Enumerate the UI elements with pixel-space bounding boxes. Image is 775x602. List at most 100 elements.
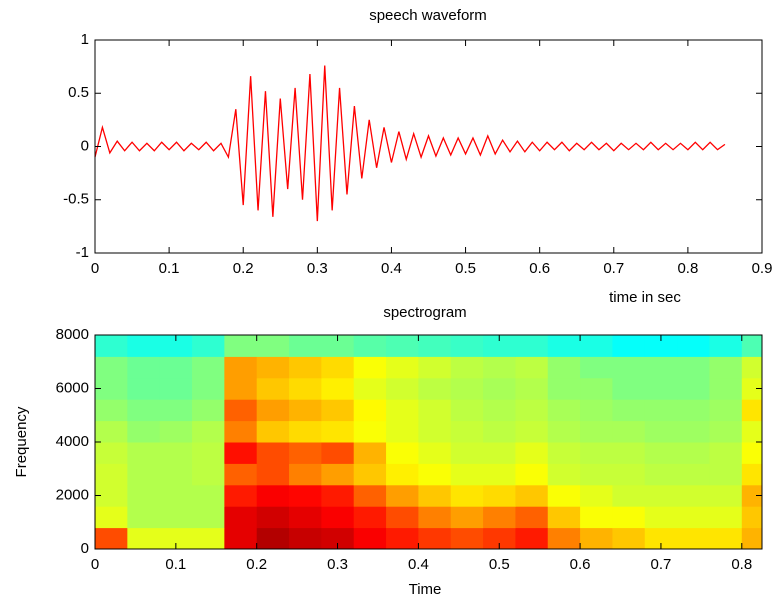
heatmap-cell	[127, 420, 161, 443]
heatmap-cell	[644, 484, 678, 507]
heatmap-cell	[224, 356, 258, 379]
heatmap-cell	[159, 463, 193, 486]
heatmap-cell	[289, 335, 322, 357]
heatmap-cell	[580, 377, 613, 400]
heatmap-cell	[321, 463, 355, 486]
x-tick-label: 0.5	[455, 260, 476, 277]
heatmap-cell	[580, 442, 613, 464]
heatmap-cell	[256, 356, 290, 379]
heatmap-cell	[483, 335, 516, 357]
heatmap-cell	[677, 463, 710, 486]
heatmap-cell	[224, 377, 258, 400]
heatmap-cell	[677, 399, 710, 422]
heatmap-cell	[289, 506, 322, 529]
heatmap-cell	[192, 377, 225, 400]
heatmap-cell	[127, 377, 161, 400]
x-tick-label: 0	[91, 556, 99, 573]
heatmap-cell	[677, 377, 710, 400]
heatmap-cell	[418, 399, 452, 422]
x-axis-label: time in sec	[609, 289, 681, 306]
heatmap-cell	[709, 399, 743, 422]
heatmap-cell	[418, 484, 452, 507]
heatmap-cell	[386, 356, 419, 379]
heatmap-cell	[483, 420, 516, 443]
x-tick-label: 0.1	[165, 556, 186, 573]
chart-title: spectrogram	[383, 304, 466, 321]
heatmap-cell	[547, 399, 581, 422]
heatmap-cell	[224, 335, 258, 357]
heatmap-cell	[547, 356, 581, 379]
heatmap-cell	[450, 527, 484, 550]
heatmap-cell	[386, 420, 419, 443]
heatmap-cell	[515, 399, 549, 422]
heatmap-cell	[127, 484, 161, 507]
heatmap-cell	[95, 420, 128, 443]
heatmap-cell	[612, 463, 646, 486]
heatmap-cell	[612, 377, 646, 400]
heatmap-cell	[386, 463, 419, 486]
x-tick-label: 0.7	[651, 556, 672, 573]
heatmap-cell	[547, 527, 581, 550]
heatmap-cell	[127, 356, 161, 379]
heatmap-cell	[450, 442, 484, 464]
heatmap-cell	[644, 335, 678, 357]
heatmap-cell	[192, 484, 225, 507]
heatmap-cell	[353, 377, 387, 400]
y-tick-label: 6000	[56, 379, 89, 396]
x-tick-label: 0.2	[246, 556, 267, 573]
heatmap-cell	[709, 377, 743, 400]
heatmap-cell	[321, 356, 355, 379]
heatmap-cell	[547, 335, 581, 357]
heatmap-cell	[418, 442, 452, 464]
heatmap-cell	[256, 420, 290, 443]
heatmap-cell	[353, 356, 387, 379]
heatmap-cell	[192, 356, 225, 379]
heatmap-cell	[353, 527, 387, 550]
heatmap-cell	[515, 420, 549, 443]
heatmap-cell	[547, 506, 581, 529]
heatmap-cell	[580, 356, 613, 379]
y-tick-label: -1	[76, 244, 89, 261]
heatmap-cell	[127, 335, 161, 357]
x-tick-label: 0.8	[677, 260, 698, 277]
heatmap-cell	[95, 442, 128, 464]
heatmap-cell	[450, 506, 484, 529]
x-tick-label: 0.9	[752, 260, 773, 277]
heatmap-cell	[321, 484, 355, 507]
heatmap-cell	[289, 527, 322, 550]
heatmap-cell	[644, 527, 678, 550]
heatmap-cell	[159, 420, 193, 443]
x-tick-label: 0.6	[570, 556, 591, 573]
heatmap-cell	[224, 463, 258, 486]
heatmap-cell	[612, 420, 646, 443]
y-tick-label: 1	[81, 31, 89, 48]
x-tick-label: 0.7	[603, 260, 624, 277]
heatmap-cell	[353, 506, 387, 529]
heatmap-cell	[580, 335, 613, 357]
heatmap-cell	[289, 356, 322, 379]
heatmap-cell	[256, 442, 290, 464]
waveform-line	[94, 65, 726, 222]
heatmap-cell	[644, 463, 678, 486]
x-tick-label: 0.4	[408, 556, 429, 573]
heatmap-cell	[192, 399, 225, 422]
heatmap-cell	[192, 506, 225, 529]
y-tick-label: 4000	[56, 433, 89, 450]
heatmap-cell	[386, 377, 419, 400]
heatmap-cell	[515, 506, 549, 529]
heatmap-cell	[353, 484, 387, 507]
heatmap-cell	[612, 335, 646, 357]
heatmap-cell	[644, 356, 678, 379]
heatmap-cell	[612, 506, 646, 529]
heatmap-cell	[450, 463, 484, 486]
heatmap-cell	[95, 377, 128, 400]
heatmap-cell	[515, 463, 549, 486]
x-tick-label: 0.4	[381, 260, 402, 277]
x-tick-label: 0.3	[327, 556, 348, 573]
heatmap-cell	[483, 442, 516, 464]
heatmap-cell	[95, 484, 128, 507]
heatmap-cell	[547, 377, 581, 400]
heatmap-cell	[547, 463, 581, 486]
heatmap-cell	[644, 506, 678, 529]
heatmap-cell	[256, 506, 290, 529]
